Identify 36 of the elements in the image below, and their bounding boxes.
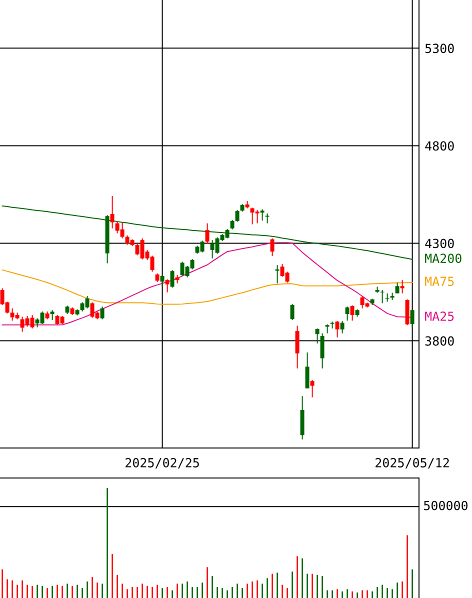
y-tick-label: 5300 (425, 44, 454, 54)
line-series (2, 205, 413, 260)
candlestick (315, 328, 320, 344)
candlestick (165, 278, 170, 293)
candlestick (335, 320, 340, 338)
candlestick (340, 320, 344, 334)
candlestick (205, 222, 210, 244)
y-tick-label: 3800 (425, 336, 454, 346)
candlestick (400, 280, 404, 294)
candlestick (235, 210, 240, 222)
candlestick (305, 352, 310, 389)
candlestick (170, 270, 174, 288)
candlestick (110, 196, 114, 229)
candlestick (395, 282, 400, 294)
candlestick (350, 304, 354, 322)
candlestick (345, 306, 350, 322)
candlestick (160, 274, 164, 288)
series-label: MA25 (425, 312, 454, 321)
candlestick (310, 380, 314, 398)
candlestick (410, 308, 414, 328)
candlestick (50, 310, 54, 321)
candlestick (270, 238, 274, 257)
series-label: MA75 (425, 276, 454, 286)
series-label: MA200 (425, 254, 462, 264)
y-tick-label: 4300 (425, 238, 454, 248)
candlestick (100, 306, 104, 320)
text: 500000 (424, 500, 468, 510)
candlestick (230, 220, 234, 230)
y-tick-label: 4800 (425, 141, 454, 151)
candlestick (320, 332, 324, 369)
candlestick (295, 325, 300, 369)
candlestick (290, 304, 294, 321)
candlestick (265, 212, 270, 224)
x-tick-label: 2025/05/12 (376, 458, 449, 468)
candlestick (260, 208, 264, 222)
x-tick-label: 2025/02/25 (126, 458, 199, 468)
